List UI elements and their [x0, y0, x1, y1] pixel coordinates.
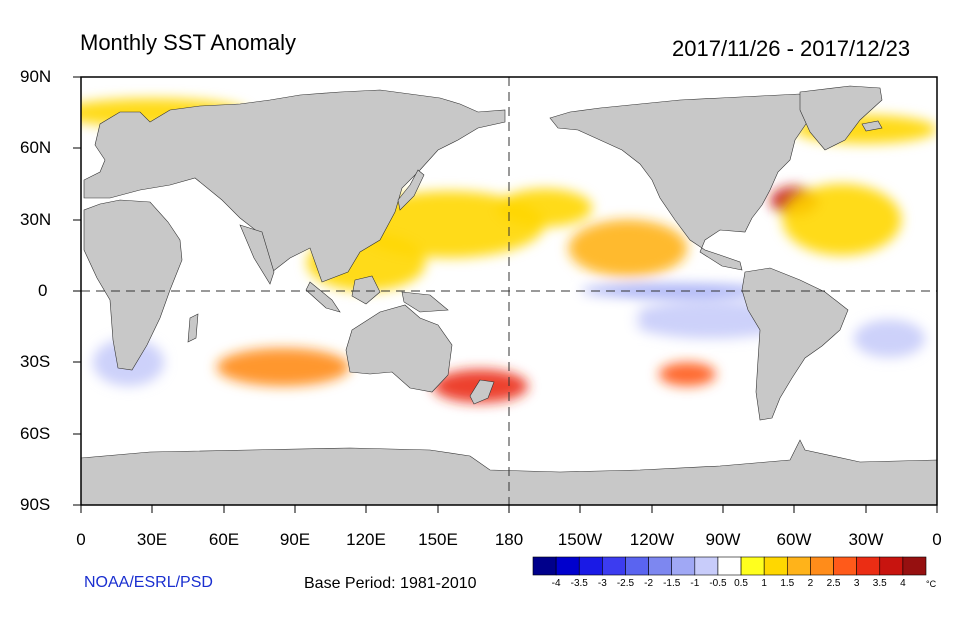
colorbar-label-12: 2.5 [826, 578, 841, 589]
land-north-america [549, 93, 821, 271]
anomaly-region-8 [658, 362, 716, 387]
land-madagascar [187, 313, 199, 343]
colorbar-label-11: 2 [807, 578, 814, 589]
colorbar-label-7: -0.5 [709, 578, 727, 589]
colorbar-swatch-10 [763, 556, 788, 576]
y-tick-eq: 0 [38, 281, 48, 300]
colorbar-label-15: 4 [900, 578, 906, 589]
date-range: 2017/11/26 - 2017/12/23 [672, 36, 911, 61]
colorbar-swatch-7 [694, 556, 719, 576]
colorbar-swatch-9 [740, 556, 765, 576]
y-tick-60n: 60N [20, 138, 52, 157]
land-borneo [351, 275, 381, 305]
colorbar-swatch-0 [532, 556, 557, 576]
colorbar-swatch-15 [879, 556, 904, 576]
anomaly-region-5 [782, 184, 902, 256]
x-tick-90w: 90W [705, 530, 741, 549]
x-tick-30w: 30W [848, 530, 884, 549]
land-japan [397, 169, 425, 211]
land-new-zealand [469, 379, 495, 405]
colorbar-swatch-2 [578, 556, 603, 576]
credit-label: NOAA/ESRL/PSD [84, 574, 213, 591]
colorbar-swatch-11 [786, 556, 811, 576]
x-tick-120w: 120W [629, 530, 675, 549]
colorbar-swatch-13 [833, 556, 857, 576]
colorbar-swatch-8 [717, 556, 742, 576]
y-tick-90n: 90N [20, 67, 52, 86]
colorbar-label-6: -1 [690, 578, 700, 589]
x-tick-150e: 150E [418, 530, 458, 549]
x-tick-120e: 120E [346, 530, 386, 549]
x-tick-60w: 60W [776, 530, 812, 549]
colorbar [532, 556, 927, 576]
anomaly-region-6 [216, 348, 350, 387]
anomaly-region-11 [580, 283, 771, 299]
y-tick-60s: 60S [20, 424, 51, 443]
x-tick-60e: 60E [208, 530, 240, 549]
land-masses [81, 85, 937, 505]
colorbar-unit: °C [926, 579, 937, 589]
x-tick-30e: 30E [136, 530, 168, 549]
land-australia [345, 304, 453, 393]
colorbar-swatch-1 [555, 556, 580, 576]
colorbar-label-5: -1.5 [663, 578, 681, 589]
colorbar-label-9: 1 [761, 578, 767, 589]
colorbar-swatch-5 [648, 556, 673, 576]
land-india [239, 224, 275, 285]
colorbar-label-13: 3 [853, 578, 860, 589]
colorbar-label-0: -4 [551, 578, 561, 589]
land-greenland [799, 85, 883, 151]
colorbar-swatch-16 [902, 556, 927, 576]
axis-ticks [73, 76, 938, 513]
x-tick-180: 180 [494, 530, 524, 549]
colorbar-swatch-14 [856, 556, 881, 576]
anomaly-region-3 [497, 188, 593, 227]
colorbar-label-10: 1.5 [780, 578, 795, 589]
x-tick-0w: 0 [932, 530, 942, 549]
y-tick-90s: 90S [20, 495, 51, 514]
colorbar-label-1: -3.5 [570, 578, 588, 589]
colorbar-swatch-4 [625, 556, 649, 576]
colorbar-swatch-12 [810, 556, 834, 576]
colorbar-label-4: -2 [644, 578, 654, 589]
anomaly-region-14 [497, 295, 640, 344]
y-tick-30s: 30S [20, 352, 51, 371]
land-new-guinea [401, 291, 449, 313]
x-tick-150w: 150W [557, 530, 603, 549]
colorbar-swatch-6 [671, 556, 696, 576]
x-tick-90e: 90E [279, 530, 311, 549]
land-iceland [861, 120, 883, 132]
colorbar-label-14: 3.5 [872, 578, 887, 589]
colorbar-swatch-3 [602, 556, 626, 576]
x-tick-0: 0 [76, 530, 86, 549]
base-period-label: Base Period: 1981-2010 [304, 575, 477, 592]
colorbar-label-2: -3 [597, 578, 607, 589]
colorbar-label-8: 0.5 [734, 578, 748, 589]
land-sumatra [305, 281, 341, 313]
anomaly-region-15 [853, 319, 926, 358]
colorbar-label-3: -2.5 [616, 578, 635, 589]
y-tick-30n: 30N [20, 210, 52, 229]
anomaly-region-2 [568, 219, 688, 277]
land-eurasia [83, 89, 506, 283]
land-south-america [741, 267, 849, 421]
map-title: Monthly SST Anomaly [80, 30, 297, 55]
land-africa [83, 199, 183, 371]
